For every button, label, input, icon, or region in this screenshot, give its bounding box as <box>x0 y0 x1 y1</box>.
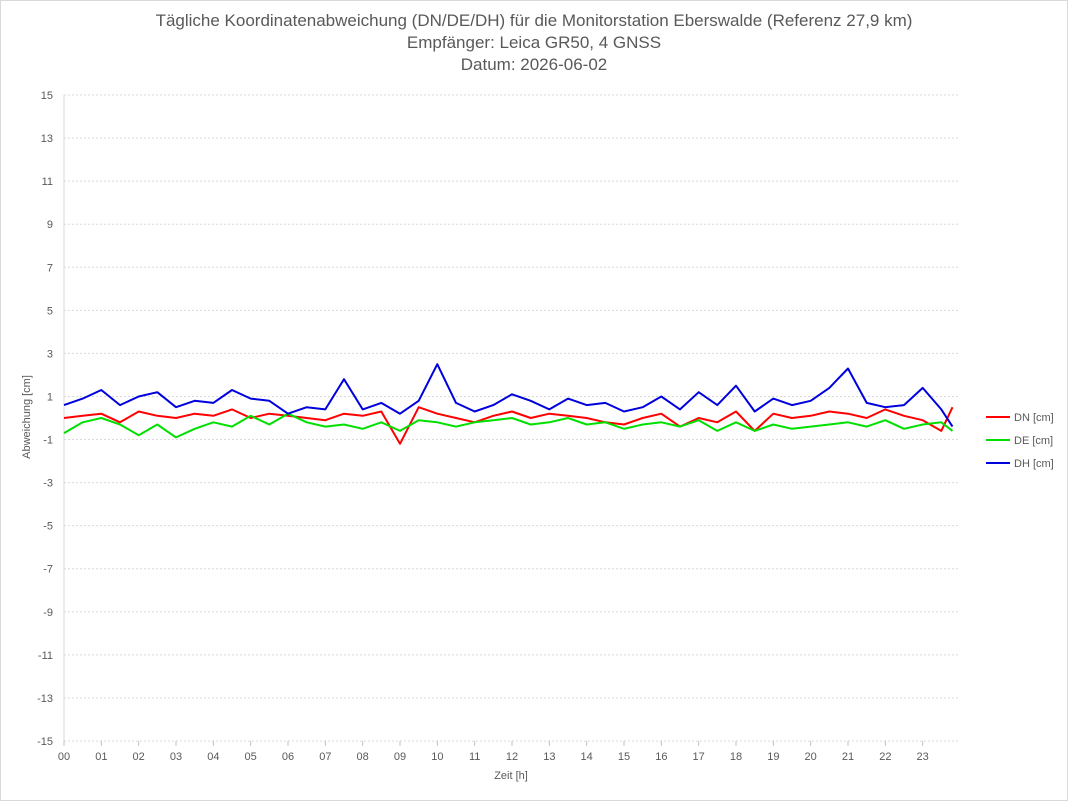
x-tick-label: 20 <box>805 751 817 763</box>
series-line-dh <box>63 363 954 428</box>
y-tick-labels: 15 13 11 9 7 5 3 1 -1 -3 -5 -7 -9 -11 -13 -15 <box>37 90 53 748</box>
y-tick-label: 9 <box>47 219 53 231</box>
x-axis-label: Zeit [h] <box>494 770 528 782</box>
y-tick-label: 11 <box>42 176 53 188</box>
y-tick-label: -3 <box>43 478 53 490</box>
x-tick-label: 12 <box>506 751 518 763</box>
y-tick-label: 7 <box>47 262 53 274</box>
x-tick-label: 05 <box>245 751 257 763</box>
x-tick-label: 13 <box>543 751 555 763</box>
legend-label-de: DE [cm] <box>1014 435 1053 447</box>
series-line-dn <box>63 406 954 445</box>
y-tick-label: -9 <box>43 607 53 619</box>
x-tick-label: 09 <box>394 751 406 763</box>
y-tick-label: 3 <box>47 348 53 360</box>
x-tick-label: 16 <box>655 751 667 763</box>
y-axis-label: Abweichung [cm] <box>21 375 33 459</box>
y-tick-label: 5 <box>47 305 53 317</box>
x-tick-label: 19 <box>767 751 779 763</box>
legend-label-dh: DH [cm] <box>1014 458 1054 470</box>
x-tick-labels: 00 01 02 03 04 05 06 07 08 09 10 11 12 13 14 15 16 17 18 19… <box>58 751 929 763</box>
x-tick-label: 21 <box>842 751 854 763</box>
y-tick-label: -1 <box>43 435 53 447</box>
x-tick-label: 03 <box>170 751 182 763</box>
y-tick-label: -13 <box>37 693 53 705</box>
x-tick-label: 00 <box>58 751 70 763</box>
x-tick-label: 15 <box>618 751 630 763</box>
y-tick-label: 13 <box>41 133 53 145</box>
x-tick-label: 17 <box>693 751 705 763</box>
y-tick-label: -11 <box>38 650 53 662</box>
x-tick-label: 22 <box>879 751 891 763</box>
legend-label-dn: DN [cm] <box>1014 412 1054 424</box>
legend: DN [cm] DE [cm] DH [cm] <box>986 412 1054 470</box>
x-tick-label: 07 <box>319 751 331 763</box>
x-tick-label: 11 <box>469 751 480 763</box>
y-tick-label: -5 <box>43 521 53 533</box>
y-tick-label: -7 <box>43 564 53 576</box>
x-tick-label: 06 <box>282 751 294 763</box>
x-tick-label: 14 <box>581 751 593 763</box>
x-tick-label: 01 <box>95 751 107 763</box>
chart-subtitle: Empfänger: Leica GR50, 4 GNSS <box>406 33 662 52</box>
chart-date: Datum: 2026-06-02 <box>460 55 608 74</box>
y-tick-label: -15 <box>37 736 53 748</box>
x-tick-label: 10 <box>431 751 443 763</box>
x-tick-label: 23 <box>917 751 929 763</box>
x-tick-label: 18 <box>730 751 742 763</box>
series-lines <box>63 363 954 445</box>
x-tick-label: 08 <box>357 751 369 763</box>
gridlines <box>63 94 960 746</box>
x-tick-label: 04 <box>207 751 219 763</box>
y-tick-label: 15 <box>41 90 53 102</box>
chart-title: Tägliche Koordinatenabweichung (DN/DE/DH… <box>155 11 913 30</box>
chart-title-block: Tägliche Koordinatenabweichung (DN/DE/DH… <box>0 10 1068 76</box>
series-line-de <box>63 412 954 439</box>
x-tick-label: 02 <box>133 751 145 763</box>
y-tick-label: 1 <box>47 391 53 403</box>
